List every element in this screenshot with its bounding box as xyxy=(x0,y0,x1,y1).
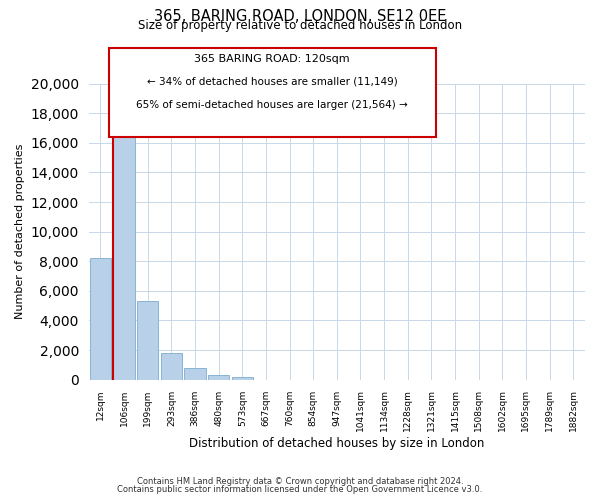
Bar xyxy=(208,375,229,380)
Bar xyxy=(113,134,135,380)
X-axis label: Distribution of detached houses by size in London: Distribution of detached houses by size … xyxy=(189,437,485,450)
Text: 65% of semi-detached houses are larger (21,564) →: 65% of semi-detached houses are larger (… xyxy=(136,100,408,110)
Bar xyxy=(161,353,182,380)
Text: 365 BARING ROAD: 120sqm: 365 BARING ROAD: 120sqm xyxy=(194,54,350,64)
Text: Size of property relative to detached houses in London: Size of property relative to detached ho… xyxy=(138,19,462,32)
Text: Contains HM Land Registry data © Crown copyright and database right 2024.: Contains HM Land Registry data © Crown c… xyxy=(137,477,463,486)
FancyBboxPatch shape xyxy=(109,48,436,137)
Bar xyxy=(137,301,158,380)
Text: ← 34% of detached houses are smaller (11,149): ← 34% of detached houses are smaller (11… xyxy=(147,76,398,86)
Bar xyxy=(90,258,111,380)
Text: 365, BARING ROAD, LONDON, SE12 0EE: 365, BARING ROAD, LONDON, SE12 0EE xyxy=(154,9,446,24)
Bar xyxy=(232,376,253,380)
Bar xyxy=(184,368,206,380)
Y-axis label: Number of detached properties: Number of detached properties xyxy=(15,144,25,320)
Text: Contains public sector information licensed under the Open Government Licence v3: Contains public sector information licen… xyxy=(118,485,482,494)
